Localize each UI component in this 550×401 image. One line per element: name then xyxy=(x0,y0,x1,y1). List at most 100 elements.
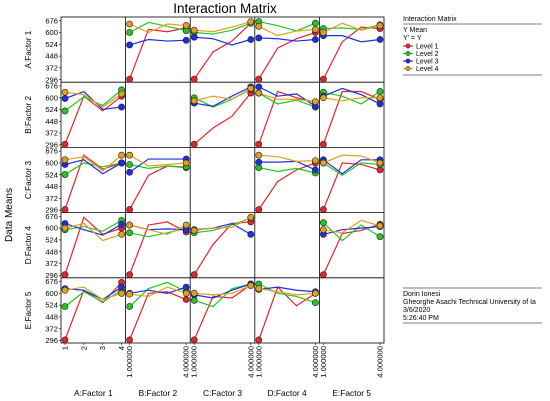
legend-subtitle-2: Y' = Y xyxy=(403,35,422,42)
series-line xyxy=(323,22,381,34)
series-point xyxy=(376,36,384,43)
series-point xyxy=(61,156,69,164)
series-line xyxy=(64,154,122,210)
series-point xyxy=(182,289,190,297)
y-tick-label: 600 xyxy=(45,159,58,168)
series-line xyxy=(258,92,316,108)
series-point xyxy=(255,89,263,97)
series-line xyxy=(323,87,381,105)
axis-labels: 296 372 448 524 600 676 A:Factor 1 296 372 448 524… xyxy=(24,16,385,398)
series-line xyxy=(258,286,316,293)
series-point xyxy=(311,299,319,307)
panel-r0-c4 xyxy=(319,21,384,83)
series-point xyxy=(118,289,125,297)
panel-grid xyxy=(60,16,385,344)
x-tick-label: 1.000000 xyxy=(190,346,199,378)
series-line xyxy=(193,284,252,341)
series-line xyxy=(64,282,123,341)
series-line xyxy=(258,21,316,32)
series-point xyxy=(190,336,198,344)
series-line xyxy=(258,154,316,162)
row-factor-label: E:Factor 5 xyxy=(24,291,33,329)
author-info: Dorin Ionesi Gheorghe Asachi Technical U… xyxy=(403,287,542,324)
series-point xyxy=(126,29,134,36)
series-line xyxy=(129,221,187,275)
series-point xyxy=(247,213,255,221)
y-tick-label: 296 xyxy=(45,75,58,84)
series-point xyxy=(61,303,69,310)
x-tick-label: 1 xyxy=(61,346,70,350)
series-point xyxy=(182,283,190,291)
series-point xyxy=(247,85,255,92)
series-line xyxy=(64,95,122,145)
series-line xyxy=(323,35,381,43)
y-tick-label: 372 xyxy=(45,259,58,268)
series-point xyxy=(311,19,319,27)
series-line xyxy=(64,216,122,275)
series-point xyxy=(255,158,263,166)
series-point xyxy=(118,283,125,291)
x-tick-label: 4.000000 xyxy=(311,346,320,378)
panel-r1-c4 xyxy=(319,87,384,148)
y-tick-label: 524 xyxy=(45,301,58,310)
series-point xyxy=(311,98,319,106)
panel-r4-c2 xyxy=(190,280,255,344)
series-point xyxy=(182,296,190,303)
y-tick-label: 676 xyxy=(45,277,58,286)
series-point xyxy=(61,224,69,232)
series-point xyxy=(247,230,255,238)
legend-label: Level 3 xyxy=(416,58,439,65)
series-point xyxy=(190,289,198,297)
series-point xyxy=(376,233,384,241)
series-point xyxy=(319,29,327,36)
y-tick-label: 600 xyxy=(45,28,58,37)
series-line xyxy=(323,225,381,235)
series-point xyxy=(61,271,69,279)
x-tick-label: 1.000000 xyxy=(125,346,134,378)
legend-subtitle-1: Y Mean xyxy=(403,27,427,34)
series-point xyxy=(182,36,190,44)
series-line xyxy=(323,159,380,175)
panel-r0-c3 xyxy=(255,18,319,83)
column-factor-label: E:Factor 5 xyxy=(332,388,371,398)
series-point xyxy=(376,94,384,102)
series-point xyxy=(319,75,327,83)
series-line xyxy=(194,36,251,46)
series-point xyxy=(126,336,134,344)
y-tick-label: 676 xyxy=(45,82,58,91)
x-tick-label: 1.000000 xyxy=(319,346,328,378)
series-line xyxy=(258,92,316,103)
series-line xyxy=(64,159,122,175)
series-line xyxy=(258,37,316,42)
panel-r0-c1 xyxy=(126,20,190,83)
y-tick-label: 676 xyxy=(45,212,58,221)
series-line xyxy=(258,166,316,174)
series-line xyxy=(129,163,187,169)
info-affiliation: Gheorghe Asachi Technical University of … xyxy=(403,299,536,306)
series-point xyxy=(255,75,263,83)
series-point xyxy=(118,159,125,167)
series-point xyxy=(311,36,319,43)
series-line xyxy=(323,97,380,102)
info-author: Dorin Ionesi xyxy=(403,291,441,298)
series-point xyxy=(61,95,69,102)
column-factor-label: B:Factor 2 xyxy=(139,388,178,398)
y-tick-label: 296 xyxy=(45,271,58,280)
y-axis-title: Data Means xyxy=(4,188,15,242)
legend-marker xyxy=(405,66,411,71)
series-line xyxy=(64,286,122,301)
y-tick-label: 296 xyxy=(45,336,58,345)
x-tick-label: 4.000000 xyxy=(376,346,385,378)
series-point xyxy=(255,285,263,293)
series-line xyxy=(194,283,251,308)
panel-r2-c4 xyxy=(319,154,384,213)
panel-r2-c1 xyxy=(126,151,190,213)
y-tick-label: 296 xyxy=(45,141,58,150)
series-point xyxy=(247,18,255,26)
series-point xyxy=(319,159,327,167)
series-line xyxy=(258,25,316,37)
series-point xyxy=(255,140,263,148)
series-point xyxy=(118,103,125,111)
legend-marker xyxy=(405,58,411,64)
